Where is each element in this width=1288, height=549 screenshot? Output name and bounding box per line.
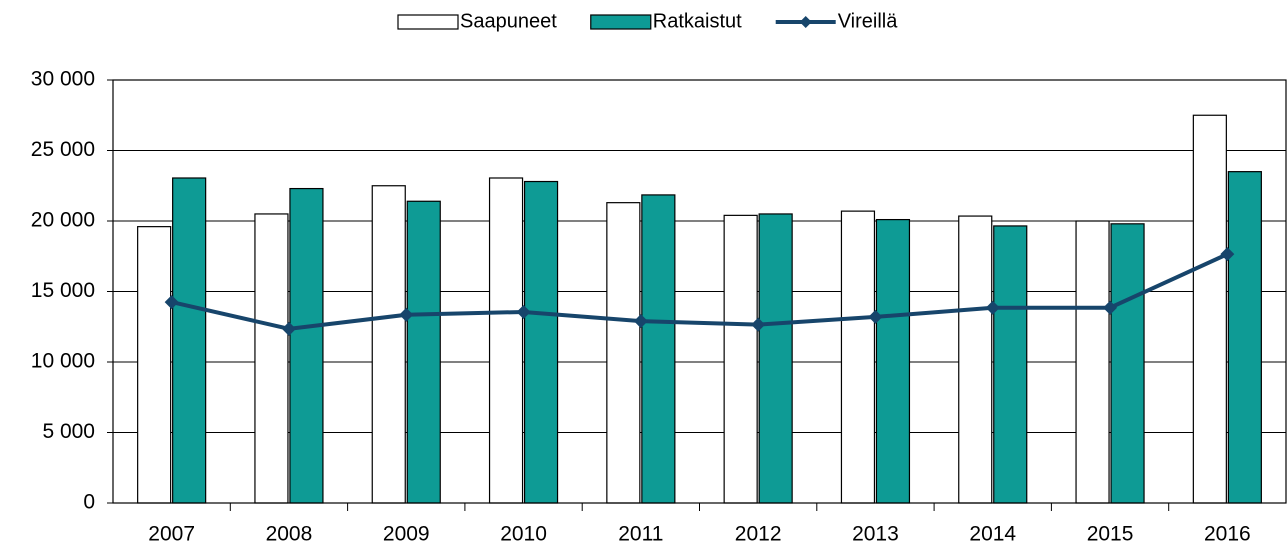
y-tick-label: 25 000 [31, 138, 95, 161]
line-marker [1103, 300, 1118, 315]
x-tick-label: 2007 [148, 523, 195, 546]
x-tick-label: 2008 [266, 523, 313, 546]
x-tick-label: 2012 [735, 523, 782, 546]
y-tick-label: 20 000 [31, 209, 95, 232]
y-tick-label: 30 000 [31, 68, 95, 91]
x-tick-label: 2013 [852, 523, 899, 546]
bar [1227, 171, 1262, 504]
line-marker [164, 295, 179, 310]
y-tick-label: 0 [83, 491, 95, 514]
x-tick-label: 2010 [500, 523, 547, 546]
bar [641, 194, 676, 504]
legend-label: Vireillä [838, 10, 899, 32]
bar [289, 187, 324, 504]
bar [406, 200, 441, 504]
legend-label: Ratkaistut [653, 10, 742, 32]
legend: Saapuneet Ratkaistut Vireillä [397, 10, 899, 32]
line-marker [516, 304, 531, 319]
bar [606, 202, 641, 504]
bar [254, 213, 289, 504]
y-tick-label: 5 000 [42, 420, 95, 443]
bar [488, 177, 524, 504]
line-marker [1220, 247, 1235, 262]
line-marker [399, 307, 414, 322]
line-marker [985, 300, 1000, 315]
bar [523, 180, 559, 504]
x-tick-label: 2016 [1204, 523, 1251, 546]
bar [958, 215, 993, 504]
line-marker [751, 317, 766, 332]
bar [840, 210, 876, 504]
y-tick-label: 15 000 [31, 279, 95, 302]
bar [875, 218, 911, 504]
bar [371, 185, 406, 504]
plot-frame [112, 79, 1287, 504]
bar [993, 225, 1028, 504]
bar [723, 214, 758, 504]
line-marker [281, 321, 296, 336]
bar [137, 226, 172, 504]
line-marker [868, 309, 883, 324]
x-tick-label: 2009 [383, 523, 430, 546]
line [171, 252, 1229, 331]
legend-swatch [397, 14, 459, 30]
legend-swatch [590, 14, 652, 30]
bar [1110, 223, 1145, 504]
x-tick-label: 2011 [618, 523, 663, 546]
bar [172, 177, 207, 504]
legend-label: Saapuneet [460, 10, 557, 32]
x-tick-label: 2015 [1087, 523, 1134, 546]
x-tick-label: 2014 [969, 523, 1016, 546]
y-tick-label: 10 000 [31, 350, 95, 373]
line-marker [633, 314, 648, 329]
bar [758, 213, 793, 504]
bar [1192, 114, 1227, 504]
bar [1075, 220, 1110, 504]
legend-marker [799, 16, 812, 28]
